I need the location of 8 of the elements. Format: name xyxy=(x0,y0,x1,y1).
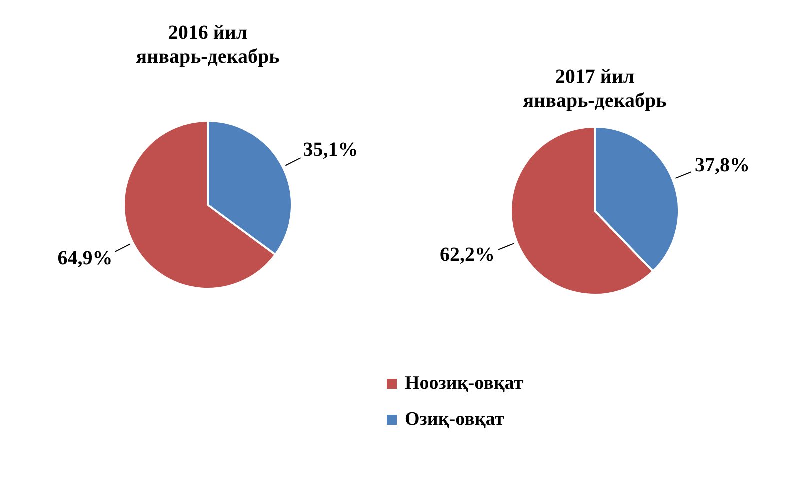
data-label: 35,1% xyxy=(303,139,358,162)
data-label: 62,2% xyxy=(440,244,495,266)
chart-title: 2016 йил январь-декабрь xyxy=(136,22,280,68)
legend-label: Озиқ-овқат xyxy=(405,409,504,431)
chart-title: 2017 йил январь-декабрь xyxy=(523,66,668,112)
data-label: 37,8% xyxy=(695,154,750,176)
data-label: 64,9% xyxy=(58,247,113,270)
legend-label: Ноозиқ-овқат xyxy=(405,373,524,395)
